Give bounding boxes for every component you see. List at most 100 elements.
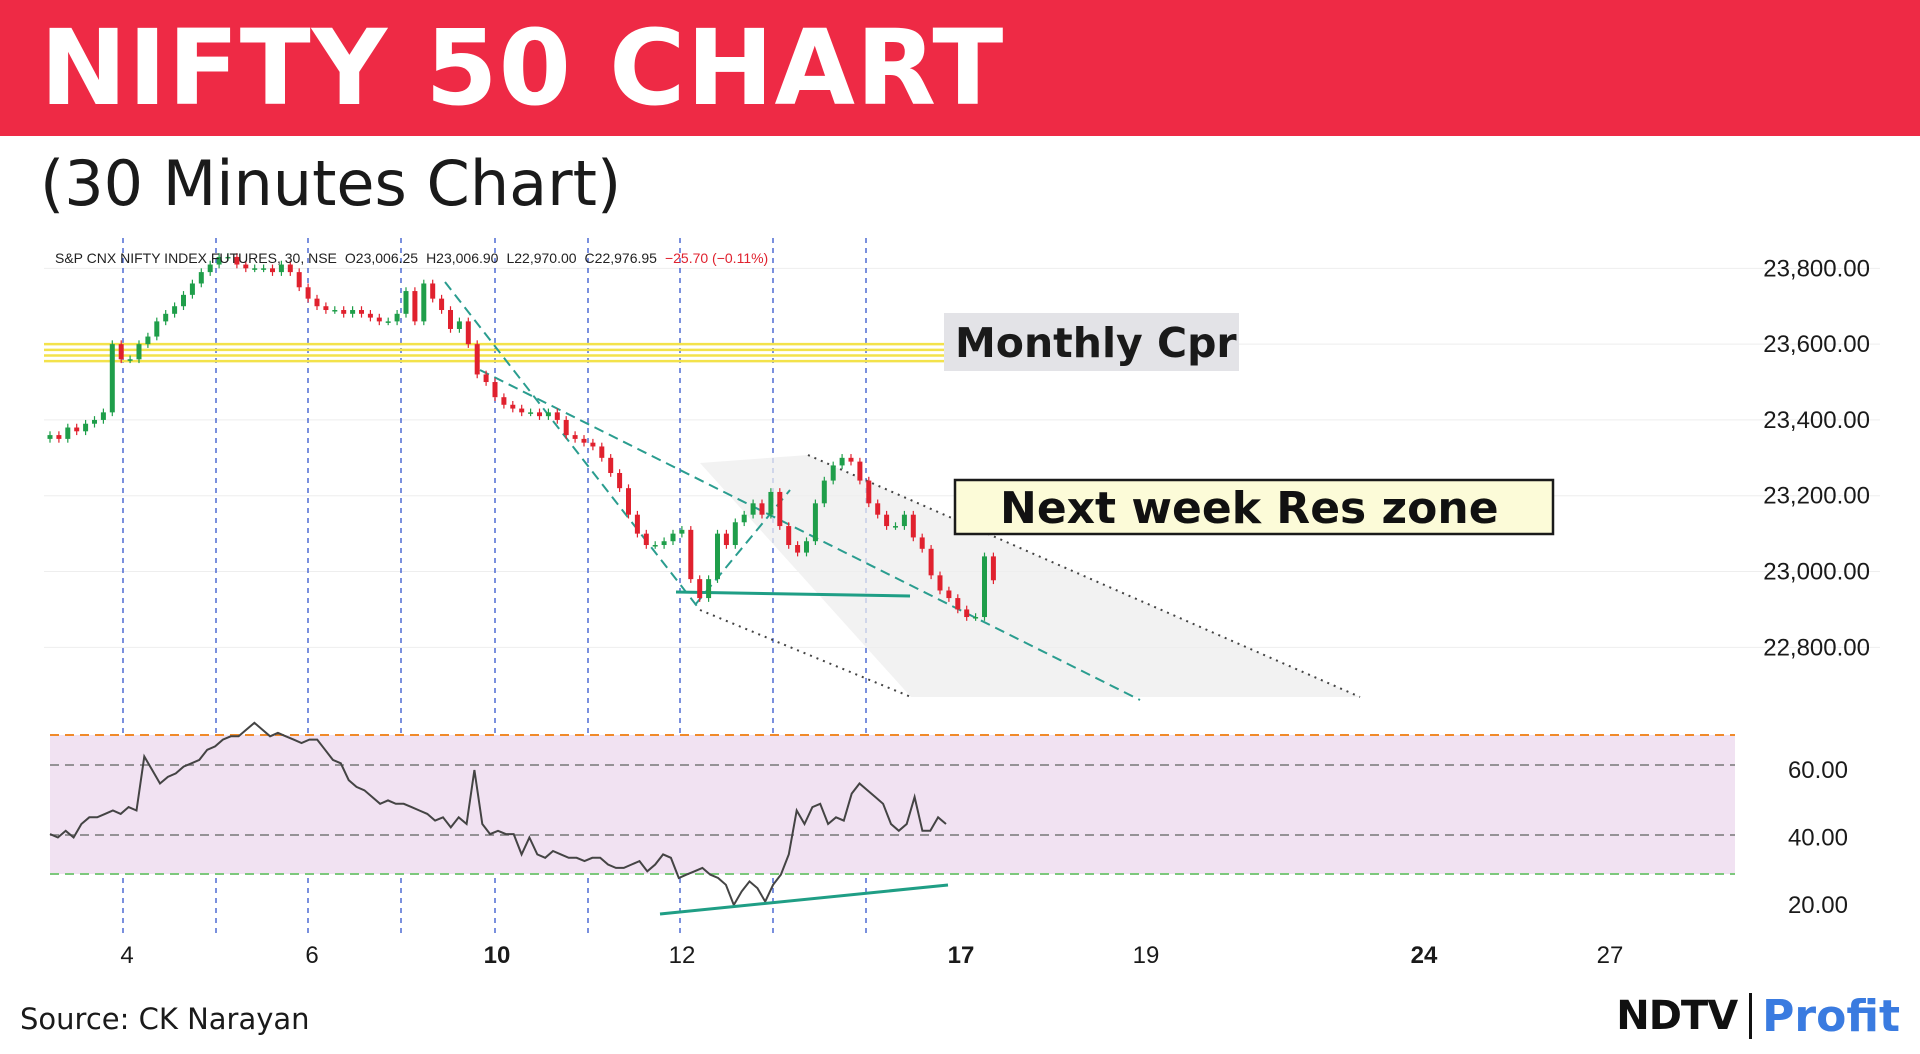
candle-59 (572, 431, 578, 443)
candle-106 (990, 552, 996, 585)
candle-94 (884, 510, 890, 530)
candle-95 (893, 522, 898, 530)
candle-34 (350, 306, 356, 318)
res-zone-label: Next week Res zone (1000, 483, 1499, 534)
candle-2 (65, 423, 71, 443)
candle-92 (866, 476, 872, 508)
price-tick-1: 23,600.00 (1763, 331, 1870, 358)
candle-8 (118, 340, 124, 364)
candle-46 (456, 317, 462, 333)
candle-100 (937, 571, 943, 595)
candle-12 (154, 317, 160, 341)
candle-40 (403, 287, 409, 318)
price-tick-3: 23,200.00 (1763, 483, 1870, 510)
candle-57 (554, 408, 560, 424)
candle-102 (955, 594, 961, 614)
time-tick-4: 4 (120, 942, 133, 969)
candle-9 (127, 355, 133, 364)
candle-73 (697, 575, 703, 602)
candle-84 (795, 541, 801, 557)
price-tick-4: 23,000.00 (1763, 559, 1870, 586)
candle-5 (92, 416, 97, 428)
candle-56 (545, 408, 551, 420)
candle-64 (617, 469, 623, 492)
candle-61 (590, 438, 596, 451)
candle-67 (643, 529, 649, 549)
candle-18 (207, 260, 213, 276)
candle-71 (679, 526, 685, 538)
candle-86 (812, 499, 818, 546)
candle-31 (323, 302, 329, 314)
ndtv-profit-logo: NDTV Profit (1616, 986, 1900, 1046)
candle-74 (706, 575, 712, 602)
candle-13 (163, 310, 169, 326)
support-line (675, 590, 911, 598)
candle-19 (216, 253, 222, 269)
candle-76 (723, 529, 729, 549)
candle-68 (652, 541, 658, 549)
time-tick-6: 6 (305, 942, 318, 969)
candle-62 (599, 442, 605, 462)
candle-51 (501, 393, 507, 409)
symbol-line: S&P CNX NIFTY INDEX FUTURES, 30, NSE O23,… (55, 250, 768, 266)
candle-79 (750, 499, 756, 519)
candle-105 (982, 552, 987, 621)
candle-21 (234, 253, 240, 269)
channel-shade (700, 455, 1360, 697)
cpr-label: Monthly Cpr (955, 319, 1237, 367)
trend-line-2 (479, 369, 1141, 701)
rsi-band (50, 735, 1735, 874)
candle-75 (715, 529, 720, 583)
candle-22 (243, 260, 249, 273)
title-banner: NIFTY 50 CHART (0, 0, 1920, 136)
candle-97 (910, 510, 916, 542)
candle-37 (376, 313, 382, 326)
logo-ndtv-text: NDTV (1616, 993, 1738, 1039)
candle-54 (528, 408, 534, 417)
candle-1 (56, 431, 62, 443)
candle-78 (741, 510, 747, 527)
candle-16 (189, 279, 195, 299)
candle-90 (848, 454, 854, 466)
candle-91 (857, 457, 863, 485)
candle-28 (296, 268, 302, 292)
candle-55 (537, 408, 542, 420)
candle-7 (109, 340, 115, 417)
candle-20 (225, 253, 231, 261)
candle-33 (341, 306, 347, 318)
time-tick-12: 12 (669, 942, 696, 969)
candle-104 (973, 613, 979, 621)
candle-15 (181, 291, 186, 311)
candle-26 (278, 260, 284, 276)
candle-83 (786, 522, 792, 549)
rsi-tick-0: 60.00 (1788, 757, 1848, 784)
candle-42 (421, 279, 427, 326)
candle-45 (448, 306, 453, 333)
channel-lower-line (699, 609, 912, 698)
rsi-tick-1: 40.00 (1788, 825, 1848, 852)
candle-72 (688, 526, 694, 583)
candle-98 (919, 533, 925, 553)
rsi-axis-labels: 60.00 40.00 20.00 (1788, 757, 1848, 919)
candle-49 (483, 370, 489, 386)
candle-70 (670, 529, 676, 546)
price-tick-2: 23,400.00 (1763, 407, 1870, 434)
logo-divider (1749, 993, 1753, 1039)
candle-88 (830, 461, 836, 485)
candle-39 (394, 310, 400, 326)
candle-29 (305, 283, 311, 303)
candle-81 (768, 488, 774, 519)
logo-profit-text: Profit (1762, 990, 1900, 1042)
candle-35 (359, 306, 364, 318)
rsi-divergence-line (659, 883, 949, 916)
candles (47, 253, 996, 621)
candle-44 (439, 294, 445, 314)
candle-11 (145, 332, 151, 348)
trend-line-1 (444, 281, 701, 611)
candle-65 (626, 484, 631, 519)
candle-43 (430, 279, 436, 303)
time-tick-17: 17 (948, 942, 975, 969)
candle-6 (100, 408, 106, 424)
nifty-chart: S&P CNX NIFTY INDEX FUTURES, 30, NSE O23,… (44, 238, 1880, 969)
candle-38 (385, 317, 391, 326)
